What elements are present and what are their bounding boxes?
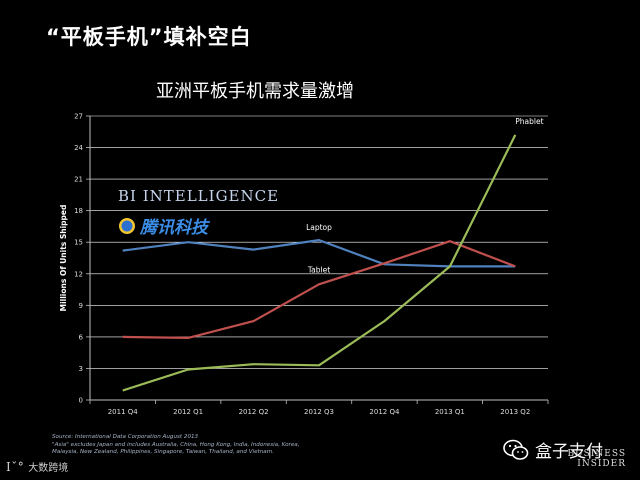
wechat-account-badge: 盒子支付 xyxy=(503,437,603,462)
business-insider-logo: BUSINESS INSIDER xyxy=(567,449,626,469)
source-line: "Asia" excludes Japan and includes Austr… xyxy=(52,441,300,448)
source-note: Source: International Data Corporation A… xyxy=(52,434,382,457)
bi-intelligence-watermark: BI INTELLIGENCE xyxy=(118,187,279,205)
series-line-phablet xyxy=(122,134,517,392)
x-tick-label: 2011 Q4 xyxy=(108,408,139,416)
series-label-laptop: Laptop xyxy=(306,223,332,232)
y-tick-label: 21 xyxy=(74,176,83,184)
series-line-tablet xyxy=(122,240,516,339)
wechat-label: 盒子支付 xyxy=(535,442,603,462)
chart-title: 亚洲平板手机需求量激增 xyxy=(156,81,354,102)
y-axis-label: Millions Of Units Shipped xyxy=(59,205,68,312)
tencent-logo-inner xyxy=(121,220,133,232)
tencent-watermark-text: 腾讯科技 xyxy=(139,218,211,238)
y-tick-label: 9 xyxy=(79,302,83,310)
y-tick-label: 27 xyxy=(74,113,83,121)
source-line: Malaysia, New Zealand, Philippines, Sing… xyxy=(52,449,274,456)
series-label-phablet: Phablet xyxy=(515,117,543,126)
x-tick-label: 2012 Q3 xyxy=(304,408,334,416)
bi-logo-line: BUSINESS xyxy=(567,449,626,459)
tencent-watermark xyxy=(119,218,135,234)
y-tick-label: 24 xyxy=(74,144,83,152)
x-tick-label: 2013 Q2 xyxy=(500,408,530,416)
y-tick-label: 3 xyxy=(79,365,83,373)
source-line: Source: International Data Corporation A… xyxy=(52,434,199,440)
x-tick-label: 2012 Q1 xyxy=(173,408,203,416)
y-tick-label: 6 xyxy=(79,333,84,341)
series-label-tablet: Tablet xyxy=(307,265,330,274)
wechat-icon xyxy=(503,439,529,460)
logo-mark-icon: Iˇ° xyxy=(6,459,25,474)
bottom-left-logo-text: 大数跨境 xyxy=(28,463,69,474)
bi-logo-line: INSIDER xyxy=(577,459,626,469)
y-tick-label: 0 xyxy=(79,397,83,405)
y-tick-label: 12 xyxy=(74,270,83,278)
x-tick-label: 2013 Q1 xyxy=(435,408,465,416)
bottom-left-logo: Iˇ° 大数跨境 xyxy=(6,459,69,475)
x-tick-label: 2012 Q2 xyxy=(239,408,269,416)
slide-title: “平板手机”填补空白 xyxy=(46,25,252,49)
x-tick-label: 2012 Q4 xyxy=(369,408,400,416)
y-tick-label: 18 xyxy=(74,207,83,215)
y-tick-label: 15 xyxy=(74,239,83,247)
